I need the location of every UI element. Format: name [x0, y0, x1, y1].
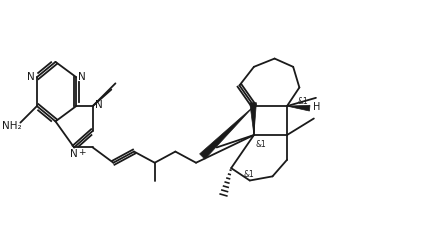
Text: H: H	[312, 102, 320, 112]
Polygon shape	[250, 103, 257, 135]
Text: &1: &1	[256, 140, 267, 149]
Text: N: N	[27, 72, 35, 82]
Text: N: N	[70, 150, 78, 160]
Text: NH₂: NH₂	[2, 121, 22, 131]
Polygon shape	[287, 105, 310, 111]
Text: N: N	[78, 72, 86, 82]
Text: &1: &1	[243, 170, 254, 179]
Text: &1: &1	[297, 97, 308, 106]
Text: +: +	[78, 148, 85, 157]
Text: N: N	[95, 100, 103, 110]
Polygon shape	[200, 106, 254, 159]
